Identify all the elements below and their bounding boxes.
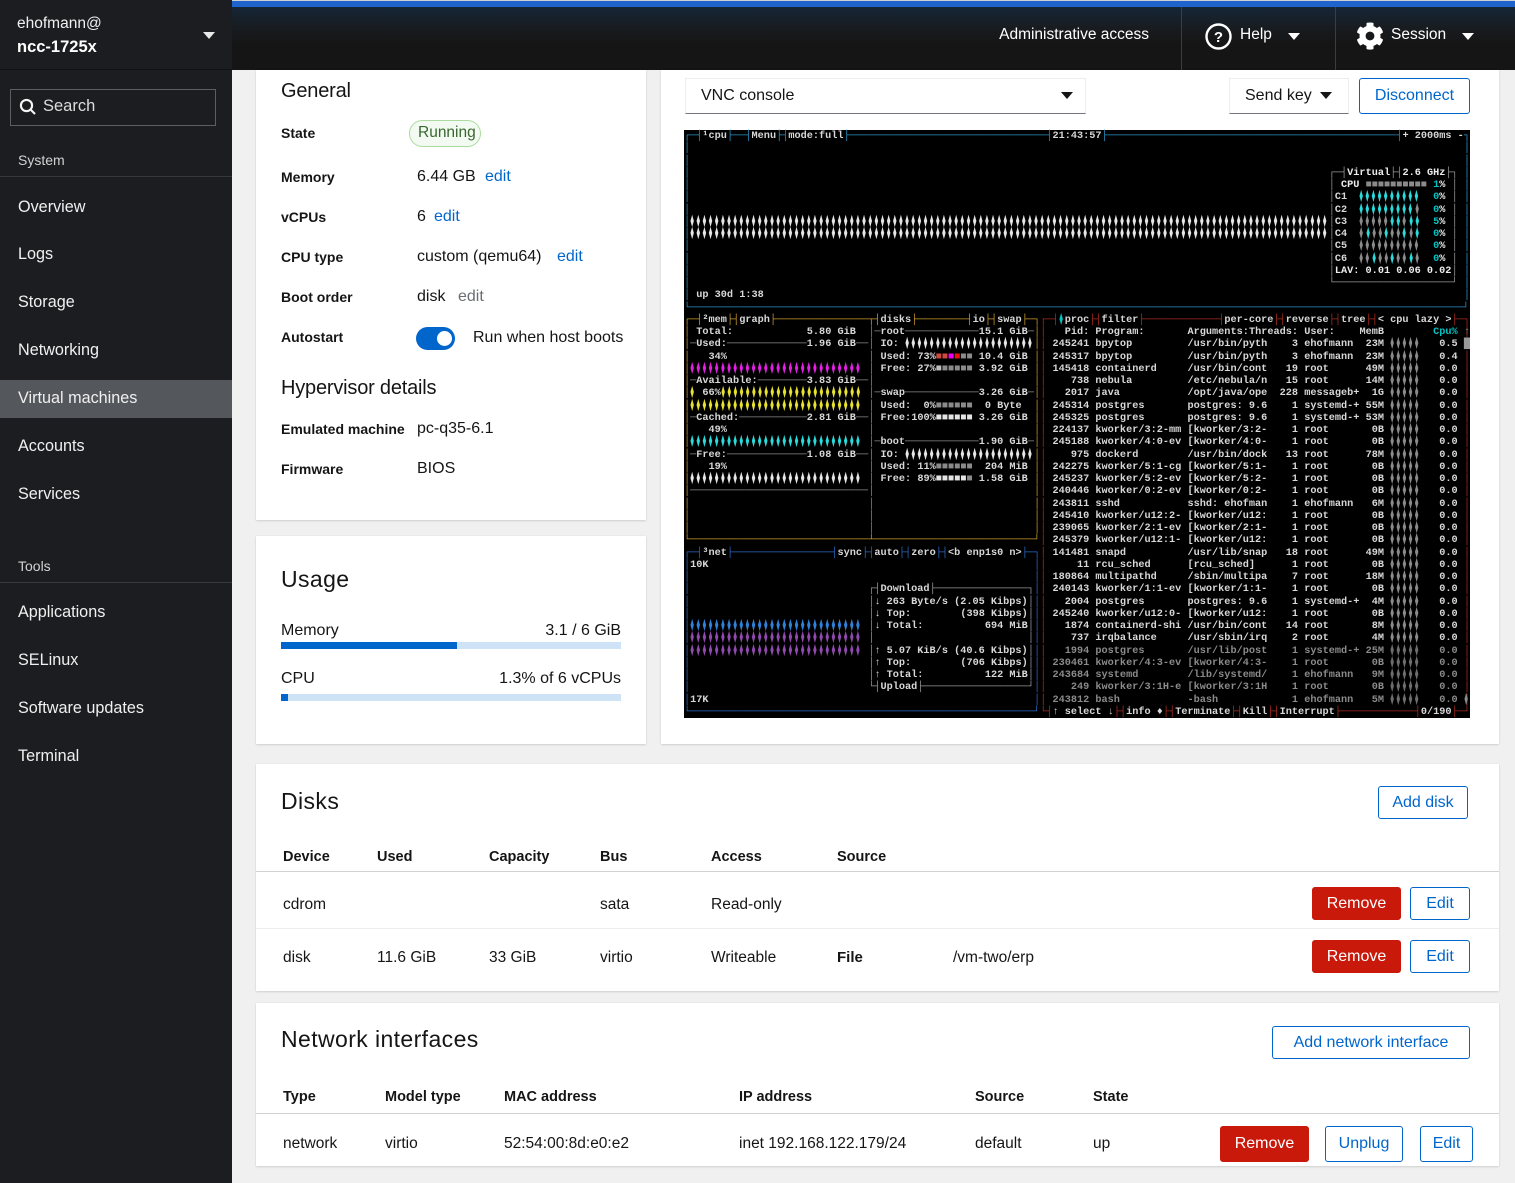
svg-text:?: ? — [1214, 29, 1223, 46]
